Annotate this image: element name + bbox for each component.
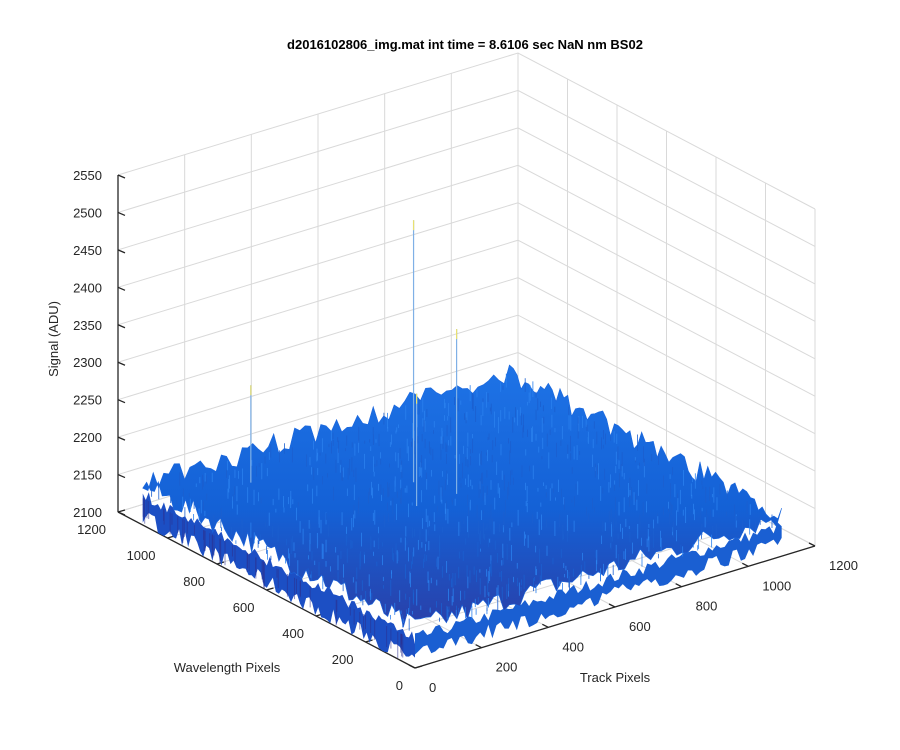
y-tick-mark — [266, 587, 274, 591]
x-axis-label: Track Pixels — [580, 670, 651, 685]
z-tick-mark — [117, 174, 126, 179]
z-tick-label: 2300 — [73, 355, 102, 370]
x-tick-label: 200 — [496, 660, 518, 675]
chart-title: d2016102806_img.mat int time = 8.6106 se… — [287, 37, 643, 52]
wall-grid-line — [117, 52, 816, 210]
z-tick-label: 2550 — [73, 168, 102, 183]
x-tick-label: 1200 — [829, 558, 858, 573]
z-tick-label: 2450 — [73, 243, 102, 258]
z-tick-mark — [117, 361, 126, 366]
z-tick-mark — [117, 324, 126, 329]
z-tick-label: 2100 — [73, 505, 102, 520]
x-tick-label: 1000 — [762, 578, 791, 593]
y-tick-mark — [216, 561, 225, 565]
x-tick-labels: 0 200 400 600 800 1000 1200 — [429, 558, 858, 695]
x-tick-mark — [408, 664, 416, 669]
x-tick-mark — [608, 603, 616, 608]
axes — [117, 174, 816, 669]
z-tick-label: 2500 — [73, 205, 102, 220]
x-tick-mark — [542, 623, 549, 628]
y-tick-mark — [117, 509, 126, 513]
z-tick-labels: 2100 2150 2200 2250 2300 2350 2400 2450 2500 2550 — [73, 168, 102, 520]
x-tick-label: 0 — [429, 680, 436, 695]
z-tick-label: 2350 — [73, 318, 102, 333]
x-tick-mark — [808, 542, 816, 547]
y-tick-label: 400 — [282, 626, 304, 641]
surface-plot — [142, 220, 782, 658]
surface-edge-wavelength — [142, 492, 415, 658]
z-tick-label: 2250 — [73, 393, 102, 408]
surface-top — [142, 364, 782, 628]
wall-grid-line — [117, 127, 816, 285]
y-tick-mark — [365, 639, 373, 643]
z-tick-mark — [117, 436, 126, 441]
z-tick-mark — [117, 249, 126, 254]
wall-grid-line — [117, 202, 816, 360]
x-tick-mark — [742, 562, 749, 567]
z-axis-label: Signal (ADU) — [46, 301, 61, 377]
y-tick-label: 200 — [332, 652, 354, 667]
z-tick-label: 2150 — [73, 468, 102, 483]
y-tick-mark — [414, 665, 423, 669]
wall-grid-line — [117, 239, 816, 397]
surface-edge-track — [415, 522, 782, 655]
wall-grid-line — [117, 277, 816, 435]
x-tick-mark — [475, 644, 482, 649]
wall-grid-line — [117, 164, 816, 322]
z-tick-label: 2200 — [73, 430, 102, 445]
wall-grid-line — [117, 89, 816, 247]
x-tick-mark — [675, 583, 682, 588]
y-tick-labels: 0 200 400 600 800 1000 1200 — [77, 522, 403, 693]
z-tick-mark — [117, 211, 126, 217]
y-axis-label: Wavelength Pixels — [174, 660, 281, 675]
z-tick-mark — [117, 511, 126, 516]
y-tick-label: 800 — [183, 574, 205, 589]
y-tick-label: 0 — [396, 678, 403, 693]
z-tick-mark — [117, 473, 126, 479]
y-tick-label: 1200 — [77, 522, 106, 537]
x-tick-label: 400 — [562, 639, 584, 654]
y-tick-label: 1000 — [127, 548, 156, 563]
z-tick-label: 2400 — [73, 280, 102, 295]
x-tick-label: 600 — [629, 619, 651, 634]
x-tick-label: 800 — [696, 599, 718, 614]
z-tick-mark — [117, 286, 126, 291]
y-tick-label: 600 — [233, 600, 255, 615]
z-tick-mark — [117, 399, 126, 404]
